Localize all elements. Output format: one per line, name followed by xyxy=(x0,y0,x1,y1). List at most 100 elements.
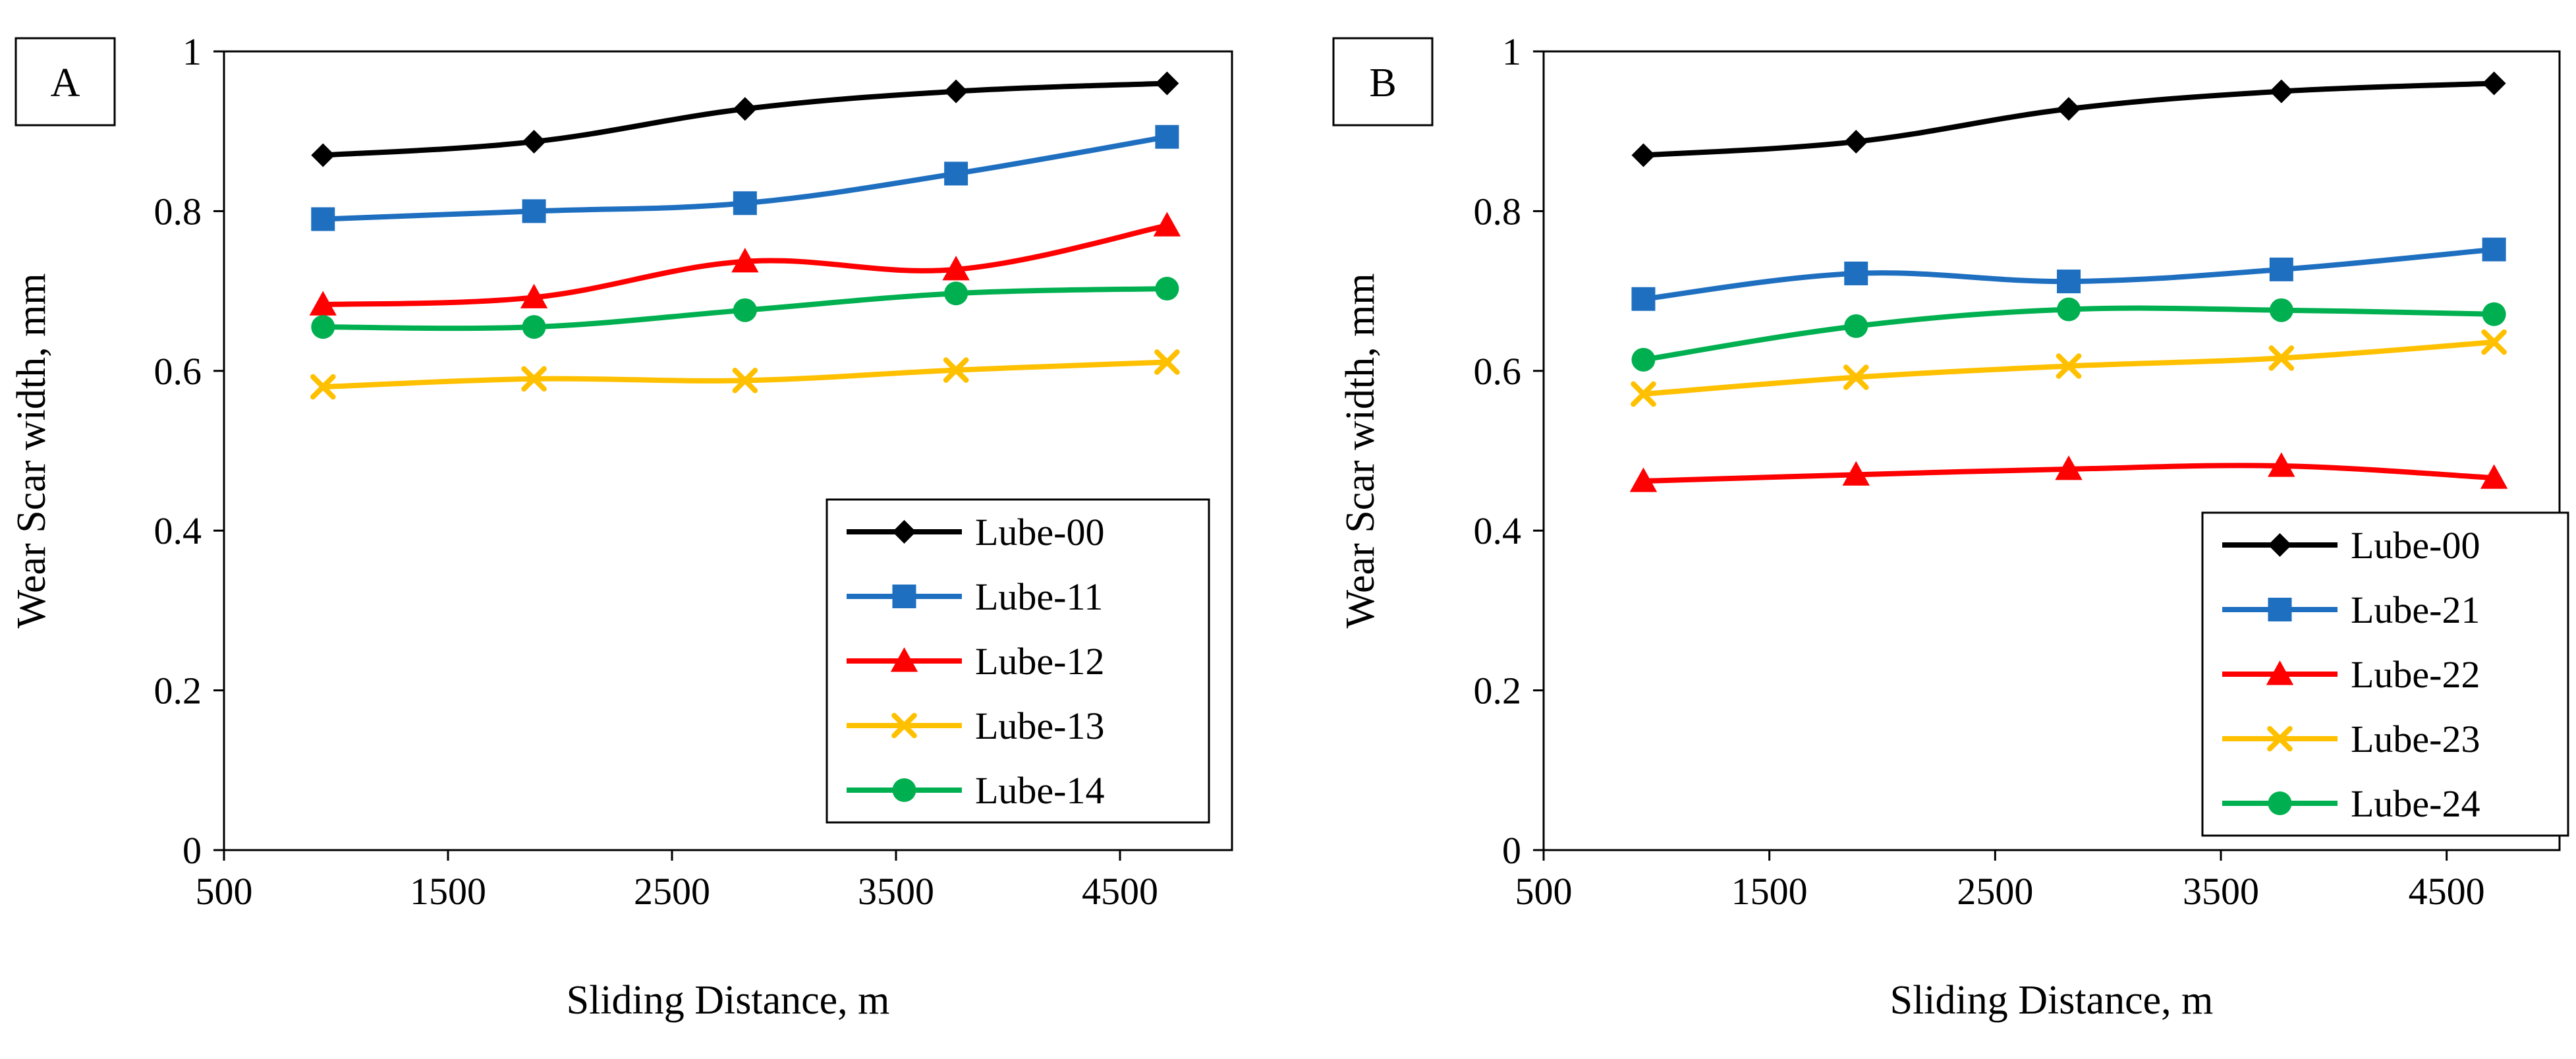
y-tick-label: 0.6 xyxy=(154,350,202,393)
data-point xyxy=(944,281,968,306)
legend-item: Lube-24 xyxy=(2222,782,2480,825)
legend-item: Lube-12 xyxy=(847,640,1105,683)
data-point xyxy=(2269,257,2293,281)
legend-item: Lube-21 xyxy=(2222,588,2480,631)
y-tick-label: 0.4 xyxy=(154,509,202,552)
data-point xyxy=(1154,349,1180,375)
y-tick-label: 1 xyxy=(1502,30,1521,73)
data-point xyxy=(522,315,546,339)
legend-label: Lube-21 xyxy=(2351,588,2480,631)
data-point xyxy=(733,191,757,215)
series-lube-14 xyxy=(311,276,1179,339)
data-point xyxy=(311,143,335,167)
x-tick-label: 2500 xyxy=(1957,870,2033,913)
x-tick-label: 3500 xyxy=(858,870,934,913)
y-tick-label: 1 xyxy=(182,30,202,73)
data-point xyxy=(731,248,759,273)
data-point xyxy=(1631,347,1656,372)
series-lube-21 xyxy=(1631,237,2506,311)
data-point xyxy=(1844,129,1868,154)
data-point xyxy=(2055,455,2083,480)
data-point xyxy=(2057,270,2081,294)
legend-label: Lube-22 xyxy=(2351,653,2480,696)
panel-label-box xyxy=(1332,37,1434,127)
data-point xyxy=(944,79,968,103)
data-point xyxy=(1155,276,1179,301)
legend-label: Lube-23 xyxy=(2351,718,2480,760)
data-point xyxy=(309,291,337,316)
data-point xyxy=(2268,345,2295,371)
legend-label: Lube-11 xyxy=(975,575,1103,618)
y-axis-title: Wear Scar width, mm xyxy=(9,273,54,628)
data-point xyxy=(2482,237,2506,262)
x-axis-title: Sliding Distance, m xyxy=(567,978,890,1023)
x-tick-label: 500 xyxy=(1515,870,1573,913)
legend-label: Lube-12 xyxy=(975,640,1105,683)
data-point xyxy=(1842,461,1870,486)
legend-swatch-marker xyxy=(892,520,916,544)
legend-swatch-marker xyxy=(890,647,918,672)
data-point xyxy=(2480,464,2508,489)
legend-item: Lube-13 xyxy=(847,704,1105,747)
data-point xyxy=(522,199,546,223)
data-point xyxy=(944,161,968,186)
x-tick-label: 1500 xyxy=(1731,870,1808,913)
data-point xyxy=(520,283,548,308)
legend-label: Lube-14 xyxy=(975,769,1105,812)
series-lube-13 xyxy=(310,349,1180,400)
data-point xyxy=(1631,143,1656,167)
series-lube-12 xyxy=(309,212,1181,316)
legend-label: Lube-00 xyxy=(975,511,1105,554)
data-point xyxy=(2481,329,2507,355)
legend-swatch-marker xyxy=(2267,726,2293,752)
legend-item: Lube-23 xyxy=(2222,718,2480,760)
legend-swatch-marker xyxy=(2266,660,2294,685)
y-axis-title: Wear Scar width, mm xyxy=(1338,273,1383,628)
data-point xyxy=(1844,314,1868,338)
panel-label: B xyxy=(1369,61,1396,105)
data-point xyxy=(1155,71,1179,96)
data-point xyxy=(2482,302,2506,326)
data-point xyxy=(521,366,547,392)
series-lube-11 xyxy=(311,125,1179,231)
y-tick-label: 0.6 xyxy=(1474,350,1522,393)
legend-swatch-marker xyxy=(892,585,916,608)
legend-item: Lube-22 xyxy=(2222,653,2480,696)
legend-item: Lube-00 xyxy=(2222,524,2480,567)
legend: Lube-00 Lube-11 Lube-12 Lube-13 Lube-14 xyxy=(826,498,1210,824)
panel-label-box xyxy=(14,37,116,127)
data-point xyxy=(733,298,757,322)
data-point xyxy=(942,256,970,281)
data-point xyxy=(522,129,546,154)
legend-item: Lube-11 xyxy=(847,575,1103,618)
data-point xyxy=(943,357,969,383)
plot-area-frame xyxy=(223,50,1233,851)
x-tick-label: 500 xyxy=(196,870,253,913)
y-tick-label: 0.8 xyxy=(154,190,202,233)
x-tick-label: 3500 xyxy=(2183,870,2259,913)
data-point xyxy=(2269,298,2293,322)
series-lube-22 xyxy=(1629,452,2508,492)
series-lube-23 xyxy=(1631,329,2507,407)
x-axis-title: Sliding Distance, m xyxy=(1890,978,2214,1023)
legend: Lube-00 Lube-21 Lube-22 Lube-23 Lube-24 xyxy=(2201,511,2569,837)
x-tick-label: 4500 xyxy=(1082,870,1158,913)
legend-label: Lube-00 xyxy=(2351,524,2480,567)
x-tick-label: 2500 xyxy=(634,870,710,913)
legend-swatch-marker xyxy=(891,712,917,739)
y-tick-label: 0.2 xyxy=(154,670,202,712)
y-tick-label: 0.2 xyxy=(1474,670,1522,712)
data-point xyxy=(2268,452,2295,477)
data-point xyxy=(2056,353,2082,379)
data-point xyxy=(732,368,758,393)
y-tick-label: 0.8 xyxy=(1474,190,1522,233)
data-point xyxy=(1155,125,1179,149)
x-tick-label: 4500 xyxy=(2409,870,2485,913)
legend-swatch-marker xyxy=(2268,533,2292,557)
series-lube-24 xyxy=(1631,297,2506,372)
data-point xyxy=(2482,71,2506,96)
x-tick-label: 1500 xyxy=(410,870,486,913)
